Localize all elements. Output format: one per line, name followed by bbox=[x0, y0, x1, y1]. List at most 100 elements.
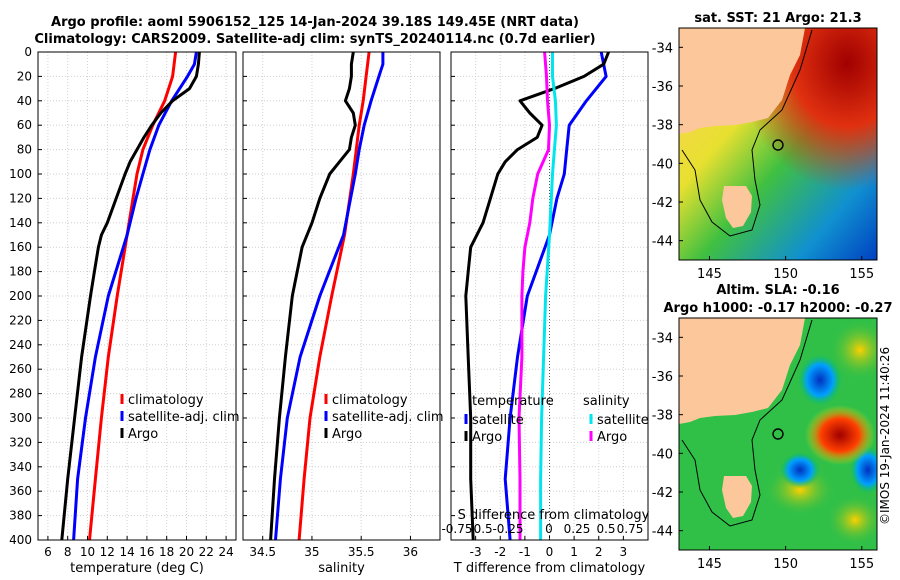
sla-anomaly-low bbox=[780, 452, 820, 488]
y-tick-label: 160 bbox=[9, 240, 32, 254]
y-tick-label: 340 bbox=[9, 460, 32, 474]
x-tick-label: 22 bbox=[199, 545, 214, 559]
sla-land-tasmania bbox=[722, 476, 752, 518]
sst-map: sat. SST: 21 Argo: 21.3 145 150 155 -34 -36 -… bbox=[652, 11, 878, 282]
legend-label: Argo bbox=[597, 430, 627, 445]
sla-anomaly-yellow bbox=[830, 320, 877, 380]
x-tick-label: -1 bbox=[519, 545, 531, 559]
x2-tick-label: -0.5 bbox=[469, 522, 492, 536]
x2-axis-label: S difference from climatology bbox=[458, 508, 650, 523]
sst-land-tasmania bbox=[722, 186, 752, 228]
plot-frame bbox=[242, 51, 441, 541]
x2-tick-label: 0.75 bbox=[617, 522, 644, 536]
x-tick-label: 34.5 bbox=[249, 545, 276, 559]
x-tick-label: -3 bbox=[470, 545, 482, 559]
x-tick-label: 24 bbox=[218, 545, 233, 559]
map-y-tick-label: -44 bbox=[652, 235, 673, 250]
sla-land-mainland bbox=[679, 318, 805, 424]
series-line-salinity-argo bbox=[517, 51, 551, 540]
y-tick-label: 180 bbox=[9, 265, 32, 279]
y-tick-label: 240 bbox=[9, 338, 32, 352]
x-tick-label: 0 bbox=[546, 545, 554, 559]
series-line-argo bbox=[60, 51, 201, 541]
series-line-climatology bbox=[88, 51, 178, 541]
legend-label: Argo bbox=[128, 427, 158, 442]
map-y-tick-label: -42 bbox=[652, 486, 673, 501]
map-y-tick-label: -36 bbox=[652, 80, 673, 95]
profile-panel-0: 6 8 10 12 14 16 18 20 22 240204060801001201401601… bbox=[9, 45, 240, 576]
x-tick-label: 2 bbox=[595, 545, 603, 559]
map-y-tick-label: -36 bbox=[652, 370, 673, 385]
sst-land-mainland bbox=[679, 28, 805, 134]
legend-label: climatology bbox=[332, 393, 408, 408]
x-tick-label: 1 bbox=[570, 545, 578, 559]
sla-profile-marker bbox=[772, 428, 784, 440]
sla-anomaly-high bbox=[805, 405, 875, 465]
sst-profile-marker bbox=[772, 139, 784, 151]
y-tick-label: 60 bbox=[17, 118, 32, 132]
y-tick-label: 380 bbox=[9, 509, 32, 523]
y-tick-label: 400 bbox=[9, 533, 32, 547]
profile-panel-2: -3 -2 -1 0 1 2 3 T difference from climatology t… bbox=[441, 51, 650, 576]
map-y-tick-label: -38 bbox=[652, 119, 673, 134]
series-line-temperature-satellite bbox=[503, 51, 608, 541]
y-tick-label: 260 bbox=[9, 362, 32, 376]
legend-label: Argo bbox=[332, 427, 362, 442]
map-y-tick-label: -42 bbox=[652, 196, 673, 211]
x-axis-label: T difference from climatology bbox=[453, 561, 646, 576]
title-line-2: Climatology: CARS2009. Satellite-adj cli… bbox=[34, 32, 596, 47]
y-tick-label: 20 bbox=[17, 69, 32, 83]
sla-map-subtitle: Argo h1000: -0.17 h2000: -0.27 bbox=[663, 301, 892, 316]
series-line-salinity-satellite bbox=[539, 52, 558, 540]
x-tick-label: 36 bbox=[403, 545, 418, 559]
sst-shelf-contour bbox=[681, 29, 813, 237]
x2-tick-label: 0.5 bbox=[596, 522, 615, 536]
x-tick-label: 18 bbox=[159, 545, 174, 559]
legend-header-salinity: salinity bbox=[583, 394, 630, 409]
x-tick-label: 8 bbox=[64, 545, 72, 559]
map-x-tick-label: 145 bbox=[697, 557, 722, 572]
x-tick-label: -2 bbox=[494, 545, 506, 559]
x-axis-label: temperature (deg C) bbox=[70, 561, 204, 576]
y-tick-label: 320 bbox=[9, 435, 32, 449]
x-tick-label: 35.5 bbox=[348, 545, 375, 559]
legend-label: satellite bbox=[472, 413, 524, 428]
series-line-temperature-argo bbox=[464, 51, 610, 541]
legend-header-temperature: temperature bbox=[472, 394, 554, 409]
x2-tick-label: -0.25 bbox=[492, 522, 523, 536]
y-tick-label: 300 bbox=[9, 411, 32, 425]
legend-label: satellite bbox=[597, 413, 649, 428]
sst-map-frame bbox=[678, 27, 878, 261]
map-y-tick-label: -34 bbox=[652, 41, 673, 56]
x-tick-label: 3 bbox=[620, 545, 628, 559]
sla-map: Altim. SLA: -0.16 Argo h1000: -0.17 h200… bbox=[652, 283, 893, 572]
map-y-tick-label: -38 bbox=[652, 409, 673, 424]
sst-map-title: sat. SST: 21 Argo: 21.3 bbox=[694, 11, 861, 26]
legend-label: climatology bbox=[128, 393, 204, 408]
x-tick-label: 20 bbox=[179, 545, 194, 559]
map-y-tick-label: -40 bbox=[652, 157, 673, 172]
map-y-tick-label: -44 bbox=[652, 525, 673, 540]
profile-panel-1: 34.5 35 35.5 36 salinity climatology satellite… bbox=[242, 51, 444, 576]
x-tick-label: 10 bbox=[80, 545, 95, 559]
y-tick-label: 80 bbox=[17, 143, 32, 157]
y-tick-label: 40 bbox=[17, 94, 32, 108]
y-tick-label: 220 bbox=[9, 313, 32, 327]
y-tick-label: 100 bbox=[9, 167, 32, 181]
legend-label: Argo bbox=[472, 430, 502, 445]
title-line-1: Argo profile: aoml 5906152_125 14-Jan-20… bbox=[51, 15, 579, 30]
plot-frame bbox=[37, 51, 237, 541]
y-tick-label: 360 bbox=[9, 484, 32, 498]
series-line-argo bbox=[269, 51, 357, 541]
x-tick-label: 16 bbox=[139, 545, 154, 559]
x-tick-label: 6 bbox=[44, 545, 52, 559]
y-tick-label: 140 bbox=[9, 216, 32, 230]
y-tick-label: 200 bbox=[9, 289, 32, 303]
x-axis-label: salinity bbox=[318, 561, 365, 576]
series-line-satellite-adj-clim bbox=[274, 52, 385, 541]
series-line-satellite-adj-clim bbox=[72, 51, 198, 541]
y-tick-label: 0 bbox=[24, 45, 32, 59]
map-y-tick-label: -34 bbox=[652, 331, 673, 346]
sla-shelf-contour bbox=[681, 319, 813, 527]
plot-frame bbox=[450, 51, 649, 541]
